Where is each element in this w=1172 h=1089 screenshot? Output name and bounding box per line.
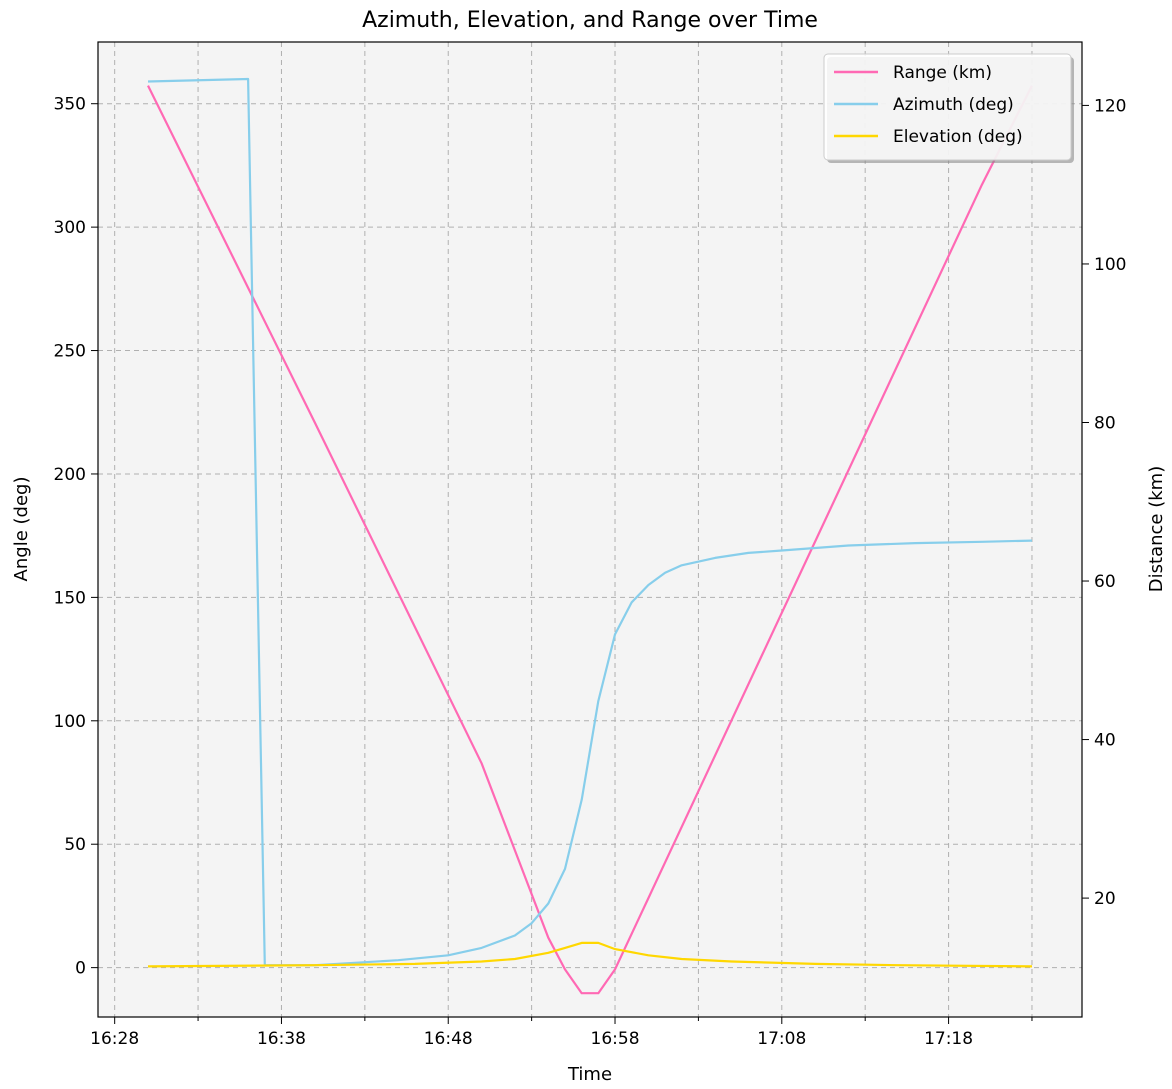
y-left-tick-label: 300 [54, 218, 86, 238]
plot-frame [97, 41, 1083, 1018]
chart-title: Azimuth, Elevation, and Range over Time [362, 8, 818, 33]
series-line-2 [147, 941, 1033, 968]
y-right-tick-label: 60 [1094, 572, 1116, 592]
y-left-tick-label: 50 [64, 835, 86, 855]
y-axis-left-label: Angle (deg) [11, 477, 32, 582]
y-right-tick-label: 20 [1094, 889, 1116, 909]
y-axis-right-label: Distance (km) [1146, 466, 1167, 592]
legend-label: Range (km) [893, 63, 992, 83]
x-tick-label: 16:28 [90, 1029, 139, 1049]
series-line-1 [147, 77, 1033, 967]
y-left-tick-label: 250 [54, 342, 86, 362]
x-tick-label: 17:08 [757, 1029, 806, 1049]
y-right-tick-label: 40 [1094, 731, 1116, 751]
series-line-0 [147, 85, 1033, 995]
y-left-tick-label: 350 [54, 95, 86, 115]
legend-label: Azimuth (deg) [893, 95, 1014, 115]
x-tick-label: 16:38 [257, 1029, 306, 1049]
y-right-tick-label: 120 [1094, 96, 1126, 116]
y-right-tick-label: 100 [1094, 255, 1126, 275]
y-left-tick-label: 100 [54, 712, 86, 732]
legend-box [823, 53, 1072, 161]
legend: Range (km) Azimuth (deg) Elevation (deg) [823, 53, 1074, 163]
series-layer [147, 77, 1033, 995]
x-axis-label: Time [567, 1064, 612, 1084]
axes: 16:28 16:38 16:48 16:58 17:08 17:18 0 50 100 150 2… [54, 95, 1127, 1049]
x-tick-label: 16:58 [591, 1029, 640, 1049]
x-tick-label: 16:48 [424, 1029, 473, 1049]
y-left-tick-label: 150 [54, 588, 86, 608]
plot-area [98, 42, 1082, 1017]
y-left-tick-label: 0 [75, 959, 86, 979]
legend-label: Elevation (deg) [893, 127, 1023, 147]
y-right-tick-label: 80 [1094, 413, 1116, 433]
x-tick-label: 17:18 [924, 1029, 973, 1049]
y-left-tick-label: 200 [54, 465, 86, 485]
